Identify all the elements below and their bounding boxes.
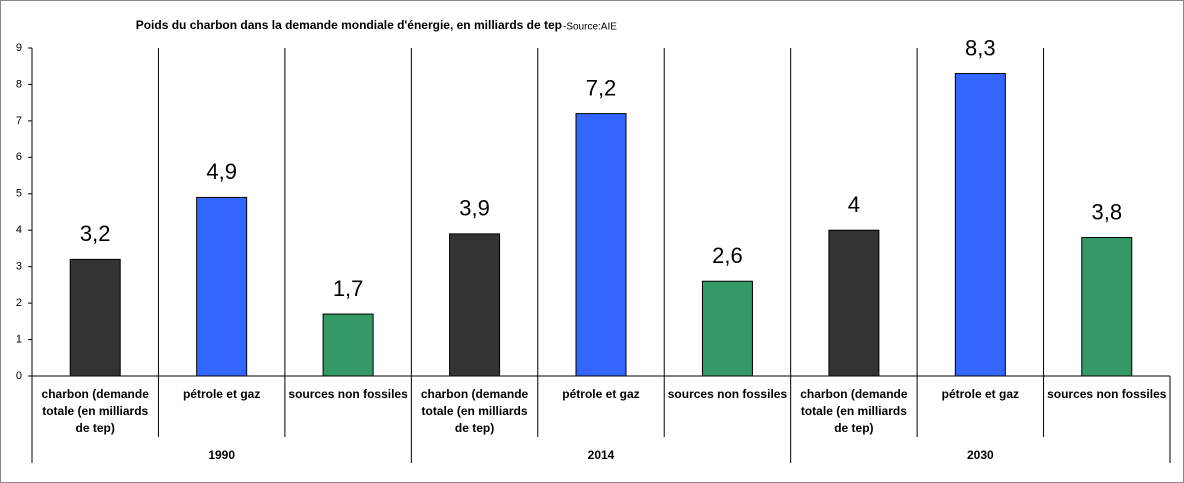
x-tick-label: charbon (demande totale (en milliards de… [41, 387, 149, 435]
x-tick-label: sources non fossiles [667, 387, 788, 401]
data-label: 3,9 [459, 196, 490, 221]
bar [575, 113, 627, 377]
y-tick-label: 3 [16, 261, 22, 273]
x-tick-label: pétrole et gaz [182, 387, 261, 401]
data-label: 4,9 [206, 159, 237, 184]
bar [69, 258, 121, 377]
y-tick-label: 2 [16, 297, 22, 309]
data-label: 8,3 [965, 35, 996, 60]
chart-title: Poids du charbon dans la demande mondial… [136, 18, 562, 32]
y-tick-label: 8 [16, 78, 22, 90]
y-tick-label: 5 [16, 188, 22, 200]
bar [954, 73, 1006, 377]
x-tick-label: charbon (demande totale (en milliards de… [800, 387, 908, 435]
data-label: 4 [848, 192, 860, 217]
y-tick-label: 9 [16, 42, 22, 54]
group-label: 2030 [967, 448, 994, 462]
chart-source: -Source:AIE [563, 22, 617, 33]
data-label: 1,7 [333, 276, 364, 301]
x-tick-label: sources non fossiles [1047, 387, 1167, 401]
bar [196, 196, 248, 377]
y-tick-label: 1 [16, 333, 22, 345]
y-tick-label: 6 [16, 151, 22, 163]
bar [449, 233, 501, 377]
y-tick-label: 0 [16, 370, 22, 382]
bar [701, 280, 753, 377]
y-tick-label: 4 [16, 224, 22, 236]
bar [1081, 237, 1133, 377]
x-tick-label: pétrole et gaz [562, 387, 640, 401]
x-tick-label: pétrole et gaz [941, 387, 1019, 401]
x-tick-label: sources non fossiles [288, 387, 408, 401]
group-label: 1990 [208, 448, 235, 462]
data-label: 3,2 [80, 221, 111, 246]
group-label: 2014 [588, 448, 615, 462]
data-label: 3,8 [1091, 199, 1122, 224]
y-tick-label: 7 [16, 115, 22, 127]
bar [322, 313, 374, 377]
bar [828, 229, 880, 377]
data-label: 7,2 [586, 75, 617, 100]
x-tick-label: charbon (demande totale (en milliards de… [420, 387, 529, 435]
data-label: 2,6 [712, 243, 743, 268]
